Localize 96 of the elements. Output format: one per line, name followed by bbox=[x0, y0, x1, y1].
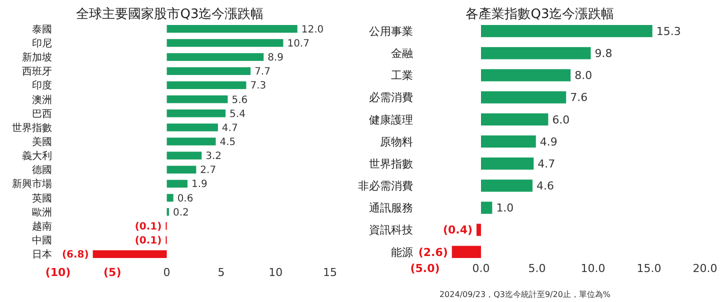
x-tick-label: (5) bbox=[104, 266, 122, 279]
data-label: 4.5 bbox=[220, 137, 236, 148]
data-label: 5.4 bbox=[230, 108, 246, 120]
bar bbox=[166, 109, 226, 118]
bar bbox=[481, 91, 566, 104]
bar bbox=[92, 250, 167, 258]
data-label: 5.6 bbox=[232, 94, 248, 106]
y-tick-label: 德國 bbox=[32, 165, 52, 176]
y-tick-label: 巴西 bbox=[32, 108, 52, 120]
y-tick-label: 越南 bbox=[32, 220, 52, 232]
bar bbox=[166, 53, 264, 61]
x-tick-label: 15 bbox=[323, 266, 337, 279]
data-label: (6.8) bbox=[62, 250, 89, 261]
x-tick-label: (5.0) bbox=[410, 262, 440, 275]
bar bbox=[166, 166, 196, 174]
y-tick-label: 世界指數 bbox=[369, 157, 413, 170]
y-tick-label: 中國 bbox=[32, 234, 52, 247]
bar bbox=[166, 194, 174, 202]
data-label: 8.9 bbox=[268, 52, 284, 64]
bar bbox=[481, 180, 533, 192]
bar bbox=[481, 113, 548, 126]
y-tick-label: 必需消費 bbox=[369, 91, 413, 104]
data-label: 1.9 bbox=[191, 179, 208, 190]
y-tick-label: 義大利 bbox=[22, 150, 52, 162]
text: 2024/09/23，Q3迄今統計至9/20止，單位為% bbox=[439, 290, 611, 299]
y-tick-label: 世界指數 bbox=[12, 122, 52, 134]
y-tick-label: 歐洲 bbox=[32, 206, 52, 218]
bar bbox=[481, 158, 534, 170]
bar bbox=[166, 180, 188, 188]
bar bbox=[481, 135, 536, 148]
data-label: (0.1) bbox=[134, 236, 162, 247]
x-tick-label: 10 bbox=[268, 266, 283, 279]
bar bbox=[166, 81, 246, 90]
data-label: 2.7 bbox=[200, 165, 216, 176]
data-label: (0.1) bbox=[134, 221, 162, 232]
data-label: 0.2 bbox=[172, 207, 189, 218]
bar bbox=[481, 202, 492, 214]
data-label: 3.2 bbox=[206, 151, 222, 162]
x-tick-label: 20.0 bbox=[692, 262, 718, 275]
data-label: 4.6 bbox=[536, 180, 554, 193]
y-tick-label: 印尼 bbox=[32, 37, 52, 50]
y-tick-label: 日本 bbox=[32, 248, 52, 261]
data-label: 4.7 bbox=[538, 157, 556, 170]
data-label: 0.6 bbox=[177, 193, 194, 204]
data-label: 6.0 bbox=[552, 113, 570, 126]
y-tick-label: 健康護理 bbox=[369, 113, 413, 126]
x-tick-label: 10.0 bbox=[580, 262, 606, 275]
data-label: 7.3 bbox=[250, 80, 266, 92]
bar bbox=[452, 246, 481, 258]
y-tick-label: 新加坡 bbox=[22, 52, 52, 64]
data-label: 15.3 bbox=[656, 24, 681, 38]
bar bbox=[481, 69, 571, 82]
bar bbox=[166, 67, 251, 75]
x-tick-label: 5 bbox=[218, 266, 225, 279]
y-tick-label: 原物料 bbox=[380, 135, 413, 148]
y-tick-label: 工業 bbox=[391, 69, 413, 82]
y-tick-label: 能源 bbox=[391, 246, 413, 259]
y-tick-label: 公用事業 bbox=[369, 24, 413, 38]
bar bbox=[166, 95, 228, 104]
y-tick-label: 英國 bbox=[32, 192, 52, 204]
data-label: 7.7 bbox=[254, 66, 270, 78]
data-label: (2.6) bbox=[418, 246, 448, 259]
y-tick-label: 泰國 bbox=[32, 24, 52, 36]
bar bbox=[166, 25, 298, 33]
data-label: 4.7 bbox=[222, 122, 238, 134]
x-tick-label: (10) bbox=[45, 266, 71, 279]
y-tick-label: 西班牙 bbox=[22, 66, 52, 78]
data-label: 9.8 bbox=[594, 47, 612, 60]
chart-title: 各產業指數Q3迄今漲跌幅 bbox=[466, 7, 614, 22]
data-label: 4.9 bbox=[540, 135, 558, 148]
bar bbox=[166, 138, 216, 146]
x-tick-label: 15.0 bbox=[636, 262, 662, 275]
bar bbox=[476, 224, 481, 236]
data-label: 7.6 bbox=[570, 91, 588, 104]
bar bbox=[166, 39, 284, 47]
y-tick-label: 澳洲 bbox=[32, 94, 52, 106]
bar bbox=[166, 124, 218, 132]
data-label: 8.0 bbox=[574, 69, 592, 82]
bar bbox=[481, 25, 652, 38]
chart-title: 全球主要國家股市Q3迄今漲跌幅 bbox=[76, 6, 264, 22]
y-tick-label: 通訊服務 bbox=[369, 202, 413, 215]
x-tick-label: 5.0 bbox=[528, 262, 546, 275]
y-tick-label: 金融 bbox=[391, 47, 413, 60]
y-tick-label: 新興市場 bbox=[12, 178, 52, 190]
data-label: 10.7 bbox=[287, 38, 310, 50]
bar bbox=[481, 47, 591, 60]
y-tick-label: 資訊科技 bbox=[369, 224, 413, 237]
y-tick-label: 美國 bbox=[32, 136, 52, 148]
x-tick-label: 0 bbox=[163, 266, 170, 279]
y-tick-label: 印度 bbox=[32, 80, 52, 92]
bar bbox=[166, 152, 202, 160]
y-tick-label: 非必需消費 bbox=[358, 180, 413, 193]
data-label: 1.0 bbox=[496, 202, 514, 215]
data-label: 12.0 bbox=[301, 24, 324, 36]
x-tick-label: 0.0 bbox=[472, 262, 490, 275]
data-label: (0.4) bbox=[442, 224, 473, 237]
